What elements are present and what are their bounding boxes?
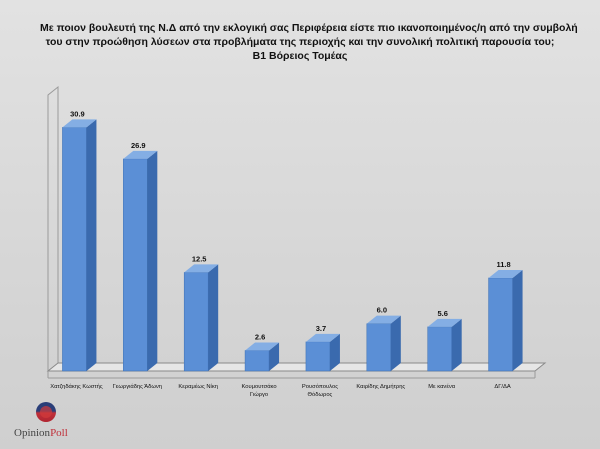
chart-title: Με ποιον βουλευτή της Ν.Δ από την εκλογι… <box>40 21 578 63</box>
category-label: Χατζηδάκης Κωστής <box>50 383 103 390</box>
logo-text: OpinionPoll <box>14 427 68 439</box>
bar-side <box>390 315 401 371</box>
bar <box>123 150 158 372</box>
bar <box>244 342 280 372</box>
category-labels: Χατζηδάκης Κωστής Γεωργιάδης Άδωνη Κεραμέω… <box>50 383 511 398</box>
logo-text-part1: Opinion <box>14 427 51 439</box>
bar-top <box>366 315 401 324</box>
value-label: 2.6 <box>255 332 265 341</box>
bar-front <box>488 277 513 372</box>
value-labels: 30.9 26.9 12.5 2.6 3.7 6.0 5.6 11.8 <box>70 109 511 341</box>
bar-front <box>427 326 452 372</box>
bar-top <box>123 150 158 159</box>
title-line-2: του στην προώθηση λύσεων στα προβλήματα … <box>45 36 555 48</box>
title-line-3: Β1 Βόρειος Τομέας <box>252 50 348 62</box>
bar-top <box>62 119 97 128</box>
bar-side <box>86 119 97 372</box>
bar <box>488 269 523 372</box>
bar-front <box>244 350 270 372</box>
bar-front <box>62 127 87 372</box>
bar-top <box>488 269 523 278</box>
bar-side <box>208 264 219 371</box>
value-label: 30.9 <box>70 109 85 118</box>
bar-series <box>62 119 523 372</box>
bar-top <box>305 333 340 342</box>
bar-front <box>183 272 209 372</box>
category-label: Με κανένα <box>428 383 456 390</box>
bar-front <box>305 341 331 372</box>
value-label: 12.5 <box>192 254 207 263</box>
bar-side <box>269 342 280 371</box>
category-label: Ρουσόπουλος Θόδωρος <box>302 383 338 398</box>
bar-top <box>184 264 219 273</box>
opinion-poll-logo: OpinionPoll <box>14 402 104 446</box>
category-label: Γεωργιάδης Άδωνη <box>113 383 162 390</box>
bar-side <box>147 150 158 371</box>
value-label: 5.6 <box>437 309 447 318</box>
bar <box>366 315 401 372</box>
bar-side <box>512 269 523 371</box>
chart-floor <box>46 362 547 372</box>
bar <box>305 333 340 372</box>
category-label: ΔΓ/ΔΑ <box>494 384 511 390</box>
bar-front <box>123 158 148 372</box>
bar <box>62 119 97 372</box>
bar <box>183 264 219 372</box>
logo-circle-icon <box>36 402 56 422</box>
logo-text-part2: Poll <box>50 427 68 439</box>
category-label: Κεραμέως Νίκη <box>178 383 218 390</box>
chart-frame <box>46 85 547 379</box>
bar-side <box>451 318 462 371</box>
category-label: Καιρίδης Δημήτρης <box>356 383 405 390</box>
value-label: 11.8 <box>496 260 510 269</box>
bar-side <box>329 333 340 371</box>
bar <box>427 318 462 372</box>
bar-top <box>427 318 462 327</box>
title-line-1: Με ποιον βουλευτή της Ν.Δ από την εκλογι… <box>40 22 578 34</box>
bar-front <box>366 323 392 372</box>
value-label: 26.9 <box>131 141 146 150</box>
value-label: 6.0 <box>377 306 387 315</box>
category-label: Κουμουτσάκο Γιώργο <box>242 383 277 398</box>
value-label: 3.7 <box>316 324 326 333</box>
bar-top <box>245 342 280 351</box>
